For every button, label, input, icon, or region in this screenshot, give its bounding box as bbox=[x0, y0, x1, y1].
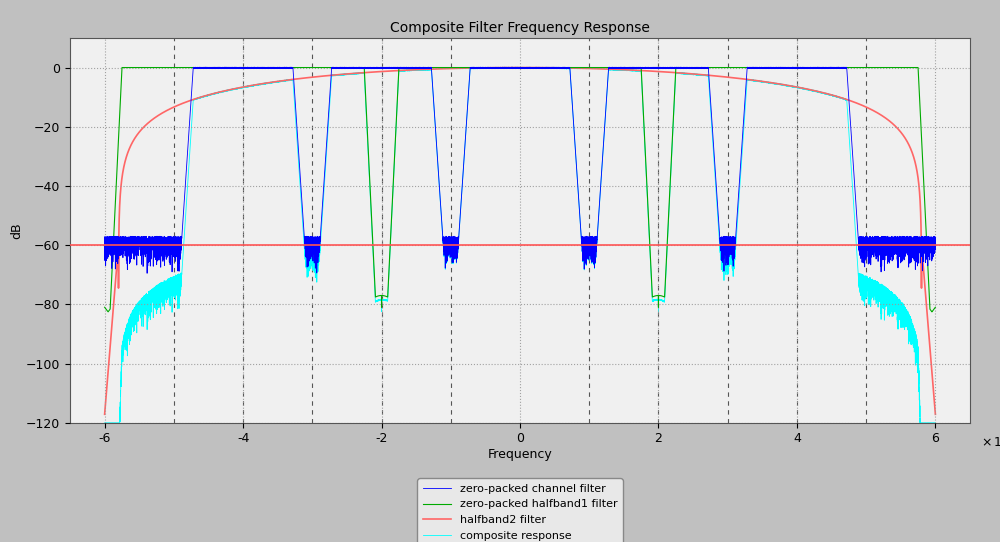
composite response bbox=[765, 80, 777, 86]
zero-packed channel filter bbox=[543, 64, 555, 70]
zero-packed channel filter bbox=[765, 65, 777, 72]
composite response bbox=[344, 70, 356, 77]
Line: halfband2 filter: halfband2 filter bbox=[105, 68, 935, 414]
zero-packed halfband1 filter bbox=[606, 64, 618, 71]
X-axis label: Frequency: Frequency bbox=[488, 448, 552, 461]
halfband2 filter bbox=[344, 70, 356, 77]
Text: $\times\,10^7$: $\times\,10^7$ bbox=[981, 434, 1000, 451]
zero-packed halfband1 filter bbox=[99, 304, 111, 311]
composite response bbox=[512, 64, 524, 70]
zero-packed channel filter bbox=[99, 235, 111, 241]
Y-axis label: dB: dB bbox=[10, 222, 23, 238]
composite response bbox=[631, 67, 643, 74]
composite response bbox=[606, 67, 618, 73]
Line: zero-packed channel filter: zero-packed channel filter bbox=[105, 67, 935, 273]
composite response bbox=[203, 92, 215, 99]
Line: composite response: composite response bbox=[105, 67, 935, 423]
halfband2 filter bbox=[631, 67, 643, 74]
zero-packed channel filter bbox=[344, 65, 356, 72]
zero-packed halfband1 filter bbox=[102, 308, 114, 315]
halfband2 filter bbox=[765, 80, 777, 86]
zero-packed channel filter bbox=[631, 64, 643, 71]
zero-packed halfband1 filter bbox=[811, 64, 823, 71]
zero-packed halfband1 filter bbox=[631, 64, 643, 71]
halfband2 filter bbox=[929, 411, 941, 417]
halfband2 filter bbox=[514, 64, 526, 71]
composite response bbox=[929, 420, 941, 426]
zero-packed channel filter bbox=[141, 270, 153, 276]
zero-packed halfband1 filter bbox=[344, 64, 356, 71]
zero-packed channel filter bbox=[811, 65, 823, 72]
Title: Composite Filter Frequency Response: Composite Filter Frequency Response bbox=[390, 21, 650, 35]
halfband2 filter bbox=[811, 88, 823, 95]
composite response bbox=[99, 420, 111, 426]
zero-packed halfband1 filter bbox=[203, 64, 215, 71]
zero-packed halfband1 filter bbox=[765, 64, 777, 71]
zero-packed halfband1 filter bbox=[116, 64, 128, 71]
zero-packed halfband1 filter bbox=[929, 304, 941, 311]
zero-packed channel filter bbox=[606, 64, 618, 70]
halfband2 filter bbox=[203, 92, 215, 98]
zero-packed channel filter bbox=[203, 64, 215, 71]
halfband2 filter bbox=[99, 411, 111, 417]
Legend: zero-packed channel filter, zero-packed halfband1 filter, halfband2 filter, comp: zero-packed channel filter, zero-packed … bbox=[417, 479, 623, 542]
Line: zero-packed halfband1 filter: zero-packed halfband1 filter bbox=[105, 68, 935, 312]
zero-packed channel filter bbox=[929, 236, 941, 242]
halfband2 filter bbox=[606, 66, 618, 73]
composite response bbox=[811, 89, 823, 95]
